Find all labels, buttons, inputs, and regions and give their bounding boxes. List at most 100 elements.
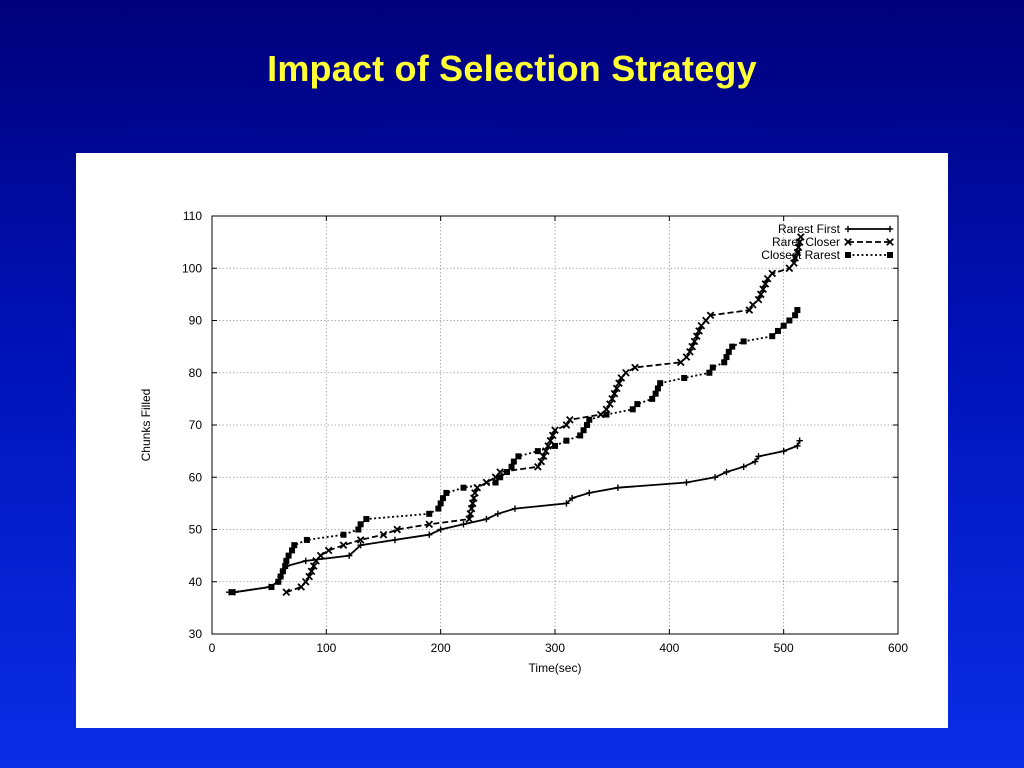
x-tick-label: 500 xyxy=(774,641,794,655)
data-point xyxy=(796,437,803,444)
data-point xyxy=(357,521,364,528)
chart-panel: 0 100 200 300 400 500 600 30 40 50 60 70 80 90 100 110 … xyxy=(76,153,948,728)
data-point xyxy=(357,541,364,549)
line-chart: 0 100 200 300 400 500 60030405060708090100110 … xyxy=(139,209,908,675)
data-point xyxy=(745,306,754,314)
legend-marker xyxy=(886,238,894,246)
data-point xyxy=(534,448,541,455)
legend-marker xyxy=(886,225,894,233)
x-tick-label: 0 xyxy=(209,641,216,655)
data-point xyxy=(471,489,479,497)
data-point xyxy=(794,442,801,450)
data-point xyxy=(780,322,787,329)
data-point xyxy=(676,358,685,367)
data-point xyxy=(302,557,309,565)
data-point xyxy=(615,379,623,388)
data-point xyxy=(379,530,388,539)
data-point xyxy=(324,546,333,555)
data-point xyxy=(683,479,690,486)
data-point xyxy=(695,327,703,335)
x-axis-label: Time(sec) xyxy=(529,661,582,675)
data-point xyxy=(515,453,522,460)
y-tick-label: 60 xyxy=(189,470,203,484)
legend-label: Closest Rarest xyxy=(761,248,840,262)
legend-marker xyxy=(844,238,852,246)
data-point xyxy=(563,500,570,507)
data-point xyxy=(542,447,550,455)
data-point xyxy=(654,385,661,392)
data-point xyxy=(305,572,314,581)
slide-title: Impact of Selection Strategy xyxy=(267,48,757,89)
x-tick-label: 300 xyxy=(545,641,565,655)
data-point xyxy=(443,489,450,496)
data-point xyxy=(511,505,519,512)
data-point xyxy=(496,468,504,476)
data-point xyxy=(584,422,591,428)
y-tick-label: 100 xyxy=(182,261,202,275)
data-point xyxy=(791,253,799,262)
data-point xyxy=(426,510,433,517)
data-point xyxy=(706,369,713,376)
data-point xyxy=(631,363,639,372)
series-lines xyxy=(229,236,802,594)
series-line-3 xyxy=(232,309,799,594)
data-point xyxy=(503,469,510,476)
data-point xyxy=(657,380,664,387)
data-point xyxy=(546,436,555,445)
data-point xyxy=(692,332,701,341)
data-point xyxy=(577,432,584,439)
y-tick-label: 40 xyxy=(189,575,203,589)
data-point xyxy=(309,562,318,570)
data-point xyxy=(497,474,504,481)
data-point xyxy=(316,551,325,560)
data-point xyxy=(229,589,236,596)
data-point xyxy=(460,484,467,491)
data-point xyxy=(482,478,491,487)
data-point xyxy=(602,405,611,414)
legend-label: Rarest First xyxy=(778,222,841,236)
y-tick-label: 110 xyxy=(183,209,202,223)
data-point xyxy=(608,395,617,403)
data-point xyxy=(346,552,353,559)
data-point xyxy=(279,568,286,575)
data-point xyxy=(690,337,699,346)
data-point xyxy=(307,567,316,576)
data-point xyxy=(566,415,574,424)
data-point xyxy=(723,468,730,476)
data-point xyxy=(282,563,289,570)
data-point xyxy=(551,426,559,435)
data-point xyxy=(725,348,732,355)
x-tick-label: 200 xyxy=(431,641,451,655)
series-line-2 xyxy=(286,236,802,594)
data-point xyxy=(552,442,558,449)
data-point xyxy=(548,431,557,440)
data-point xyxy=(751,458,759,465)
data-point xyxy=(614,484,622,491)
data-point xyxy=(534,462,542,471)
data-point xyxy=(275,578,282,585)
data-point xyxy=(740,463,747,470)
data-point xyxy=(492,479,499,486)
data-point xyxy=(289,547,296,554)
data-point xyxy=(748,300,757,309)
data-point xyxy=(539,452,548,461)
data-point xyxy=(355,526,362,533)
data-point xyxy=(425,520,434,529)
data-point xyxy=(544,442,552,450)
x-tick-label: 400 xyxy=(659,641,679,655)
data-point xyxy=(709,364,716,371)
legend-marker xyxy=(887,252,893,258)
data-point xyxy=(774,327,781,334)
data-point xyxy=(537,457,546,466)
legend-marker xyxy=(844,225,852,233)
data-point xyxy=(706,311,715,320)
data-point xyxy=(721,359,728,366)
data-point xyxy=(796,233,805,241)
y-tick-label: 70 xyxy=(189,418,203,432)
data-point xyxy=(586,416,593,423)
data-point xyxy=(612,384,621,393)
data-point xyxy=(586,489,593,497)
data-point xyxy=(339,541,348,550)
data-point xyxy=(759,285,767,293)
grid-lines xyxy=(211,215,899,635)
